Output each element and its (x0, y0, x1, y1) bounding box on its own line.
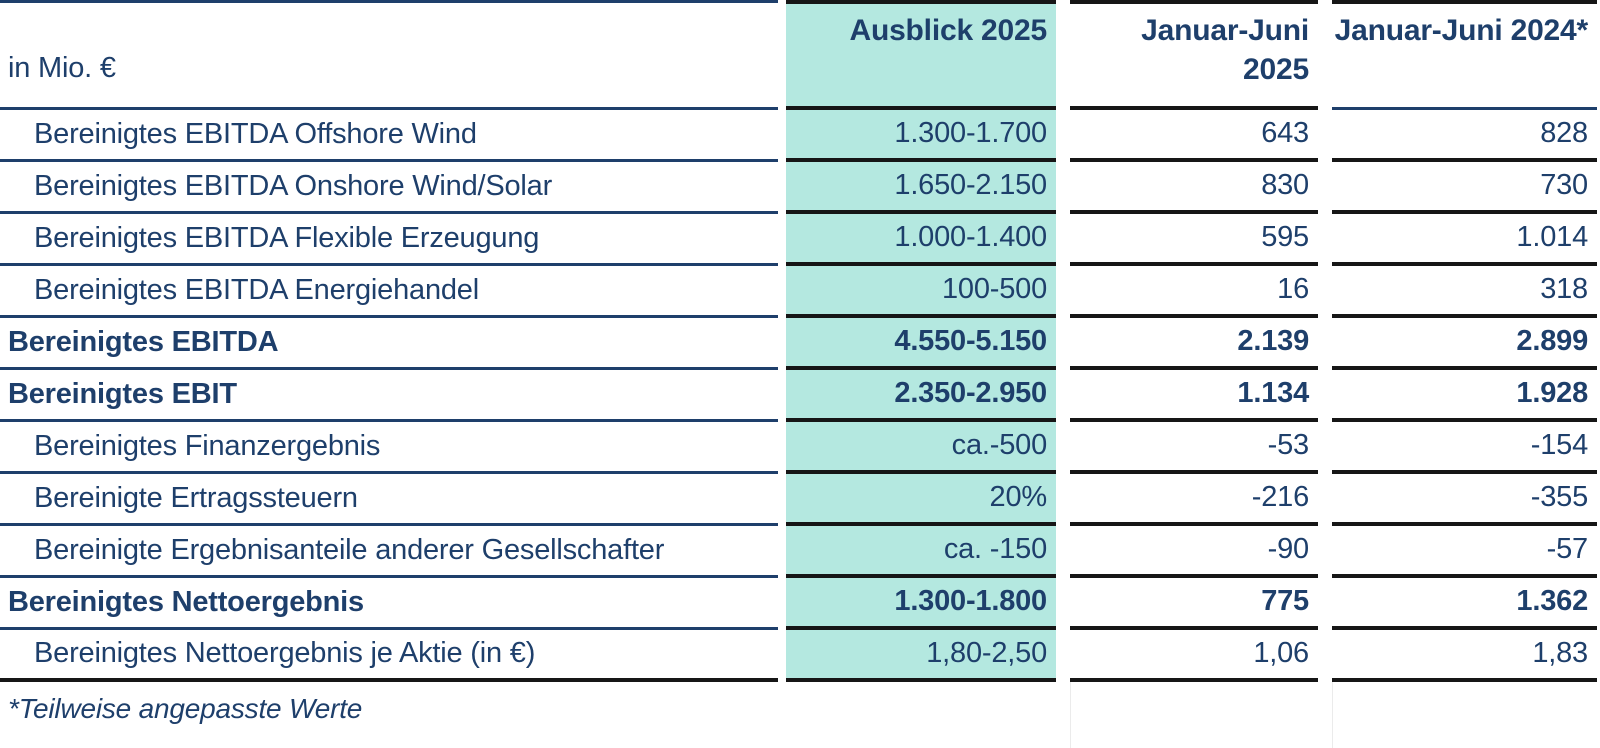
outlook-2025-value: 1.000-1.400 (786, 214, 1056, 266)
januar-juni-2025-value: 2.139 (1070, 318, 1318, 370)
outlook-2025-value: 100-500 (786, 266, 1056, 318)
januar-juni-2024-value: -57 (1332, 526, 1597, 578)
row-label: Bereinigtes EBITDA Offshore Wind (0, 110, 778, 162)
row-label: Bereinigtes Finanzergebnis (0, 422, 778, 474)
januar-juni-2024-value: 1.362 (1332, 578, 1597, 630)
outlook-2025-value: 1,80-2,50 (786, 630, 1056, 682)
januar-juni-2025-value: -90 (1070, 526, 1318, 578)
januar-juni-2025-value: 775 (1070, 578, 1318, 630)
januar-juni-2025-value: 1,06 (1070, 630, 1318, 682)
januar-juni-2024-value: 1,83 (1332, 630, 1597, 682)
unit-label: in Mio. € (0, 0, 778, 110)
januar-juni-2025-value: 830 (1070, 162, 1318, 214)
row-label: Bereinigtes EBITDA (0, 318, 778, 370)
outlook-2025-value: 2.350-2.950 (786, 370, 1056, 422)
outlook-2025-value: 4.550-5.150 (786, 318, 1056, 370)
outlook-2025-value: 1.650-2.150 (786, 162, 1056, 214)
footer-spacer-2024 (1332, 682, 1597, 748)
outlook-2025-value: 1.300-1.700 (786, 110, 1056, 162)
footnote: *Teilweise angepasste Werte (8, 693, 363, 724)
januar-juni-2025-value: 643 (1070, 110, 1318, 162)
row-label: Bereinigtes Nettoergebnis je Aktie (in €… (0, 630, 778, 682)
row-label: Bereinigtes Nettoergebnis (0, 578, 778, 630)
column-header-januar-juni-2025: Januar-Juni 2025 (1070, 0, 1318, 110)
januar-juni-2025-value: 595 (1070, 214, 1318, 266)
januar-juni-2024-value: -355 (1332, 474, 1597, 526)
outlook-2025-value: ca. -150 (786, 526, 1056, 578)
row-label: Bereinigte Ertragssteuern (0, 474, 778, 526)
row-label: Bereinigtes EBITDA Onshore Wind/Solar (0, 162, 778, 214)
januar-juni-2024-value: -154 (1332, 422, 1597, 474)
outlook-2025-value: ca.-500 (786, 422, 1056, 474)
januar-juni-2024-value: 730 (1332, 162, 1597, 214)
januar-juni-2025-value: 16 (1070, 266, 1318, 318)
outlook-2025-value: 1.300-1.800 (786, 578, 1056, 630)
januar-juni-2025-value: -216 (1070, 474, 1318, 526)
januar-juni-2024-value: 1.014 (1332, 214, 1597, 266)
row-label: Bereinigtes EBIT (0, 370, 778, 422)
row-label: Bereinigte Ergebnisanteile anderer Gesel… (0, 526, 778, 578)
footer-spacer-outlook (786, 682, 1056, 748)
outlook-2025-value: 20% (786, 474, 1056, 526)
row-label: Bereinigtes EBITDA Energiehandel (0, 266, 778, 318)
column-header-outlook-2025: Ausblick 2025 (786, 0, 1056, 110)
column-header-januar-juni-2024: Januar-Juni 2024* (1332, 0, 1597, 110)
januar-juni-2024-value: 828 (1332, 110, 1597, 162)
row-label: Bereinigtes EBITDA Flexible Erzeugung (0, 214, 778, 266)
januar-juni-2025-value: 1.134 (1070, 370, 1318, 422)
januar-juni-2025-value: -53 (1070, 422, 1318, 474)
footer-spacer-2025 (1070, 682, 1318, 748)
januar-juni-2024-value: 2.899 (1332, 318, 1597, 370)
januar-juni-2024-value: 1.928 (1332, 370, 1597, 422)
januar-juni-2024-value: 318 (1332, 266, 1597, 318)
